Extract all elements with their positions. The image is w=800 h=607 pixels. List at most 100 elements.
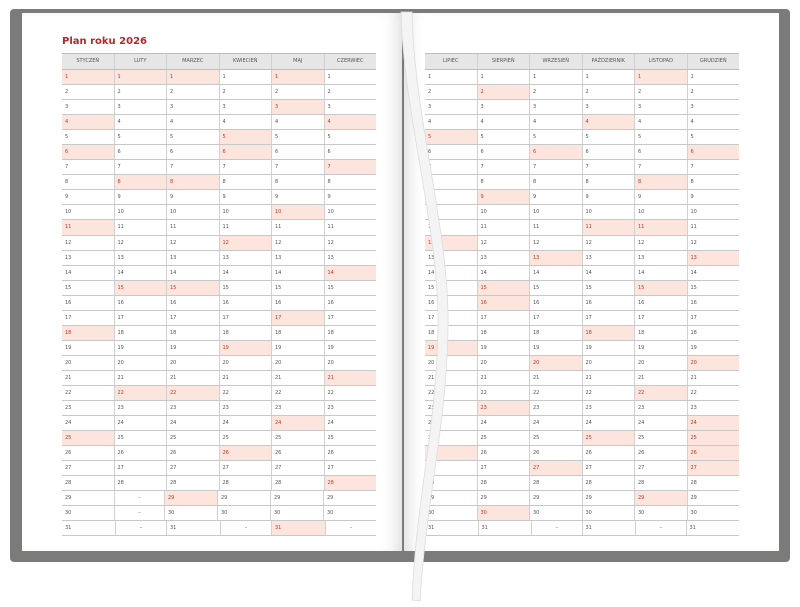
month-header: MARZEC: [166, 54, 219, 69]
day-cell: 26: [271, 446, 324, 461]
day-cell: 12: [529, 235, 582, 250]
day-cell: 5: [529, 130, 582, 145]
day-cell: 21: [166, 370, 219, 385]
day-cell: 12: [686, 235, 740, 250]
day-cell: 14: [529, 265, 582, 280]
day-cell: 7: [529, 160, 582, 175]
empty-day-cell: –: [635, 521, 686, 536]
month-header: WRZESIEŃ: [529, 54, 582, 69]
day-cell: 26: [113, 446, 167, 461]
day-row: 18 18 18 18 18 18: [425, 325, 739, 341]
day-cell: 24: [323, 416, 377, 431]
day-cell: 30: [581, 506, 635, 521]
day-cell: 25: [686, 431, 739, 446]
day-cell: 9: [65, 194, 69, 201]
day-cell: 26: [218, 446, 271, 461]
day-cell: 3: [218, 100, 272, 115]
day-cell: 27: [529, 461, 582, 476]
day-cell: 7: [218, 160, 272, 175]
day-cell: 2: [686, 85, 740, 100]
day-cell: 28: [581, 476, 635, 491]
day-cell: 17: [428, 314, 435, 321]
day-cell: 27: [271, 461, 324, 476]
day-cell: 16: [65, 299, 72, 306]
day-cell: 23: [581, 401, 635, 416]
day-cell: 17: [634, 310, 687, 325]
day-cell: 22: [113, 385, 166, 401]
day-cell: 5: [425, 130, 477, 145]
day-cell: 28: [634, 476, 687, 491]
day-cell: 7: [65, 164, 69, 171]
day-cell: 4: [581, 115, 634, 130]
day-cell: 21: [529, 370, 582, 385]
day-cell: 21: [113, 370, 167, 385]
day-cell: 21: [634, 370, 687, 385]
day-cell: 18: [218, 325, 272, 340]
month-header: SIERPIEŃ: [476, 54, 530, 69]
day-cell: 8: [323, 175, 377, 190]
day-cell: 14: [323, 265, 376, 280]
day-cell: 30: [428, 510, 435, 517]
day-cell: 16: [581, 295, 635, 310]
day-cell: 31: [166, 521, 220, 536]
day-cell: 24: [65, 420, 72, 427]
day-cell: 9: [634, 190, 687, 205]
day-cell: 7: [476, 160, 530, 175]
day-cell: 25: [271, 431, 324, 446]
day-cell: 8: [529, 175, 582, 190]
day-cell: 10: [166, 205, 219, 220]
day-cell: 1: [686, 70, 740, 85]
day-cell: 6: [428, 149, 432, 156]
day-cell: 15: [323, 280, 377, 295]
day-cell: 30: [270, 506, 323, 521]
day-row: 19 19 19 19 19 19: [62, 340, 377, 356]
day-cell: 6: [581, 145, 635, 160]
month-header: KWIECIEŃ: [218, 54, 272, 69]
day-cell: 9: [323, 190, 377, 205]
day-cell: 7: [686, 160, 740, 175]
day-cell: 14: [428, 269, 435, 276]
day-cell: 22: [634, 385, 687, 401]
day-cell: 19: [581, 340, 635, 355]
day-cell: 10: [634, 205, 687, 220]
day-cell: 10: [323, 205, 377, 220]
day-cell: 15: [166, 280, 219, 295]
day-cell: 4: [166, 115, 219, 130]
day-cell: 27: [65, 465, 72, 472]
day-cell: 8: [634, 175, 687, 190]
day-cell: 31: [477, 521, 532, 536]
day-row: 292929292929: [425, 491, 739, 507]
day-row: 17 17 17 17 17 17: [62, 310, 376, 326]
day-cell: 7: [323, 160, 376, 175]
day-cell: 19: [323, 340, 377, 355]
day-cell: 9: [581, 190, 635, 205]
day-cell: 18: [271, 325, 324, 340]
day-cell: 2: [218, 85, 272, 100]
day-cell: 12: [476, 235, 530, 250]
day-row: 14 14 14 14 14 14: [425, 265, 739, 281]
day-cell: 3: [271, 100, 324, 115]
day-cell: 20: [65, 359, 72, 366]
day-cell: 23: [113, 401, 167, 416]
day-cell: 25: [113, 431, 167, 446]
day-cell: 27: [476, 461, 530, 476]
day-cell: 10: [271, 205, 324, 220]
day-cell: 2: [166, 85, 219, 100]
day-cell: 14: [476, 265, 530, 280]
day-cell: 13: [581, 250, 635, 265]
day-cell: 29: [581, 491, 635, 506]
day-cell: 21: [476, 370, 530, 385]
day-cell: 31: [581, 521, 636, 536]
day-cell: 4: [476, 115, 530, 130]
day-cell: 21: [323, 370, 376, 385]
day-cell: 1: [529, 70, 582, 85]
month-header: LIPIEC: [443, 58, 459, 64]
